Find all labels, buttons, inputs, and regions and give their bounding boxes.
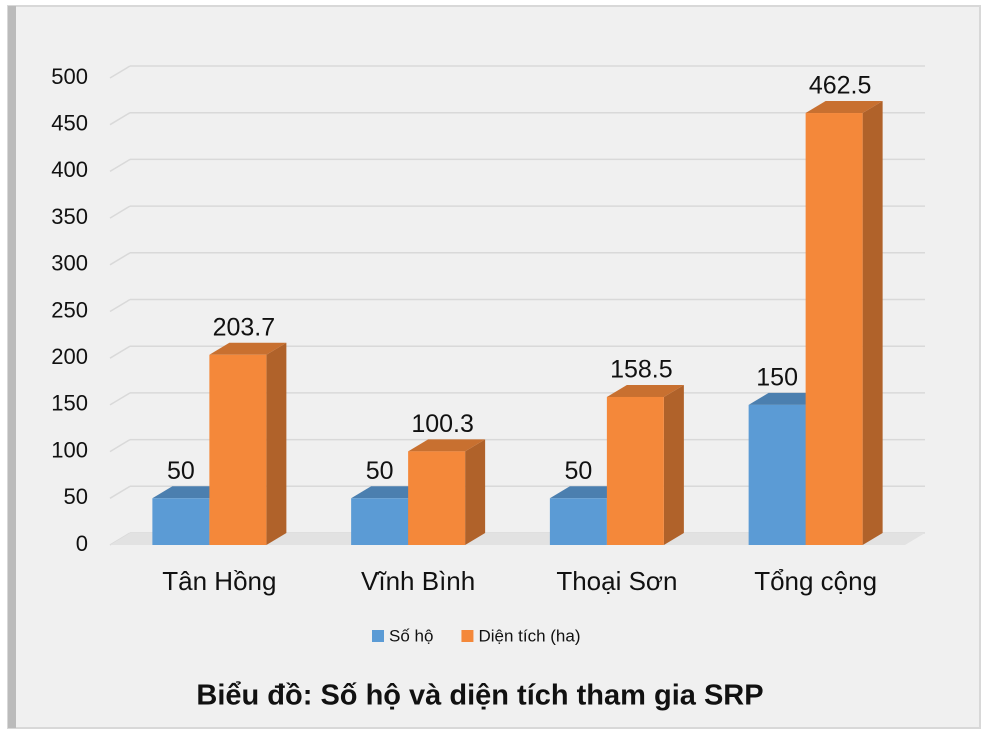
bar-side [663, 384, 684, 545]
x-tick-label: Tân Hồng [162, 566, 276, 596]
floor [110, 533, 925, 545]
bar [606, 396, 664, 545]
grid-line-depth [109, 438, 131, 453]
y-tick-label: 400 [51, 157, 88, 182]
value-label: 50 [366, 457, 394, 485]
legend-swatch [461, 630, 474, 642]
bar [805, 113, 863, 546]
bar [351, 498, 409, 545]
x-tick-label: Vĩnh Bình [361, 566, 475, 596]
y-tick-label: 350 [51, 204, 88, 229]
bar [152, 498, 210, 545]
value-label: 158.5 [610, 356, 673, 384]
bar-top [408, 439, 486, 452]
chart-title: Biểu đồ: Số hộ và diện tích tham gia SRP [196, 680, 763, 712]
grid-line-depth [109, 345, 131, 359]
y-tick-label: 300 [51, 251, 88, 276]
frame-edge [8, 6, 16, 728]
bar [408, 451, 466, 545]
value-label: 50 [564, 457, 592, 485]
value-label: 150 [756, 364, 798, 392]
value-label: 203.7 [213, 313, 276, 341]
bar-side [465, 439, 486, 545]
y-tick-label: 50 [64, 484, 88, 509]
grid-line-depth [109, 65, 131, 79]
bar-top [606, 384, 684, 397]
bar-top [209, 342, 287, 355]
bar-side [266, 342, 287, 545]
y-tick-label: 150 [51, 391, 88, 416]
value-label: 100.3 [411, 410, 474, 438]
grid-line-depth [109, 298, 131, 313]
y-tick-label: 100 [51, 437, 88, 462]
legend-swatch [372, 630, 384, 642]
grid-line-depth [109, 485, 131, 499]
grid-line-depth [109, 252, 131, 266]
y-tick-label: 0 [76, 531, 88, 556]
value-label: 462.5 [809, 72, 872, 100]
bar-side [862, 101, 883, 546]
bar [209, 354, 267, 545]
bar [549, 498, 607, 545]
legend-label: Số hộ [389, 626, 433, 645]
bar-top [805, 101, 883, 114]
y-tick-label: 200 [51, 344, 88, 369]
grid-line-depth [109, 392, 131, 406]
grid-line-depth [109, 205, 131, 219]
x-tick-label: Thoại Sơn [556, 566, 677, 596]
legend-label: Diện tích (ha) [478, 626, 580, 645]
y-tick-label: 250 [51, 297, 88, 322]
value-label: 50 [167, 457, 195, 485]
x-tick-label: Tổng cộng [754, 566, 877, 596]
y-tick-label: 500 [51, 64, 88, 89]
bar [748, 404, 806, 545]
y-tick-label: 450 [51, 111, 88, 136]
grid-line-depth [109, 112, 131, 126]
grid-line-depth [109, 158, 131, 173]
